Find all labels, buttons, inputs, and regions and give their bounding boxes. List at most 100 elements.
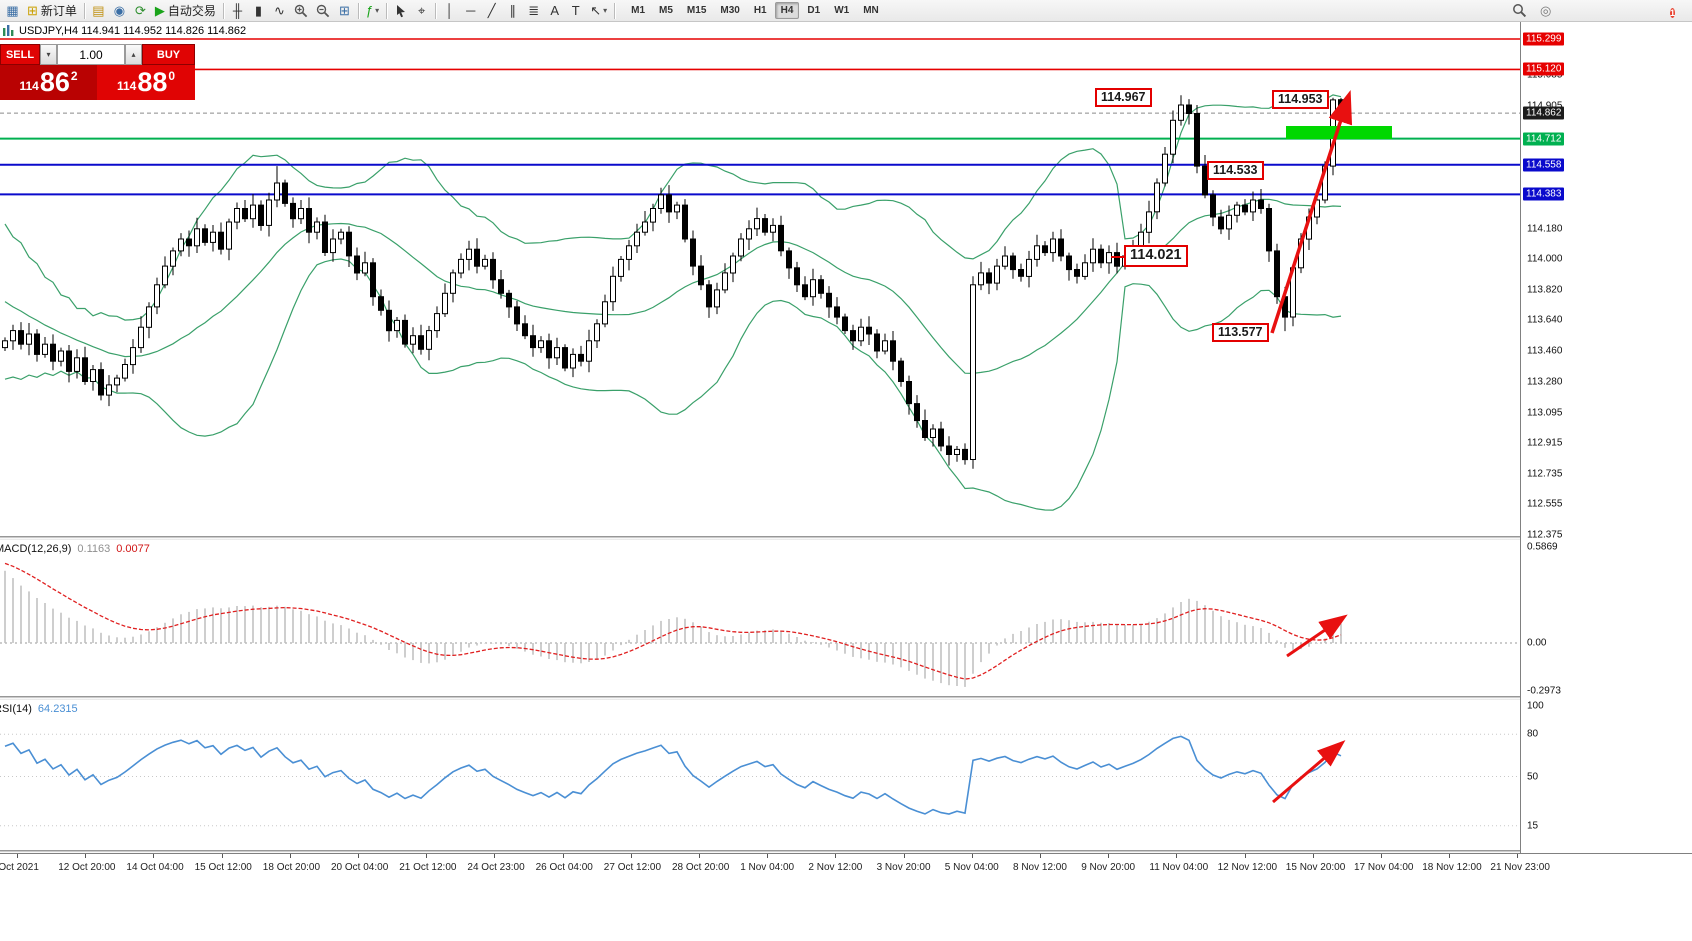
rsi-value: 64.2315 — [37, 703, 78, 715]
panel-separator[interactable] — [0, 536, 1692, 540]
tile-windows-icon[interactable]: ⊞ — [334, 1, 355, 20]
time-label: 24 Oct 23:00 — [467, 862, 525, 873]
trendline-icon: ╱ — [487, 3, 496, 18]
timeframe-H4[interactable]: H4 — [774, 2, 800, 19]
crosshair-icon[interactable]: ⌖ — [411, 1, 432, 20]
macd-indicator-label: MACD(12,26,9) 0.1163 0.0077 — [0, 543, 150, 555]
template-icon[interactable]: ▤ — [88, 1, 109, 20]
arrow-tool-icon: ↖ — [590, 3, 602, 18]
candlestick-chart-type-icon: ▮ — [254, 3, 263, 18]
time-tick — [1244, 854, 1246, 858]
time-label: 21 Nov 23:00 — [1490, 862, 1550, 873]
time-tick — [562, 854, 564, 858]
bottom-margin — [0, 877, 1692, 941]
bars-chart-type-icon[interactable]: ╫ — [227, 1, 248, 20]
vertical-line-icon[interactable]: │ — [439, 1, 460, 20]
notification-count: 1 — [1670, 8, 1676, 18]
timeframe-M30[interactable]: M30 — [720, 5, 740, 16]
chart-window-icon — [3, 25, 14, 36]
auto-trading-button[interactable]: ▶ 自动交易 — [151, 1, 220, 20]
channel-icon[interactable]: ∥ — [502, 1, 523, 20]
time-label: 3 Nov 20:00 — [876, 862, 931, 873]
horizontal-level-lines[interactable] — [0, 38, 1520, 196]
timeframe-M15[interactable]: M15 — [686, 5, 707, 16]
sell-button[interactable]: SELL — [0, 44, 40, 65]
trend-arrow[interactable] — [1270, 90, 1353, 334]
auto-trading-button-label: 自动交易 — [167, 4, 216, 18]
text-label-icon: T — [571, 3, 580, 18]
notifications-badge[interactable]: 1 — [1670, 3, 1676, 21]
candlestick-chart-type-icon[interactable]: ▮ — [248, 1, 269, 20]
price-tick: 112.735 — [1527, 468, 1563, 480]
rsi-scale-tick: 80 — [1527, 728, 1539, 740]
trend-arrow[interactable] — [1272, 740, 1346, 804]
line-chart-type-icon[interactable]: ∿ — [269, 1, 290, 20]
time-label: 5 Nov 04:00 — [944, 862, 999, 873]
community-icon[interactable]: ◎ — [1540, 3, 1552, 18]
channel-icon: ∥ — [509, 3, 516, 18]
sell-price-display[interactable]: 114 86 2 — [0, 65, 97, 100]
price-tick: 113.640 — [1527, 314, 1563, 326]
arrow-tool-icon[interactable]: ↖ ▾ — [586, 1, 611, 20]
text-label-icon[interactable]: T — [565, 1, 586, 20]
price-tick: 114.905 — [1527, 100, 1562, 111]
time-label: 20 Oct 04:00 — [331, 862, 389, 873]
dropdown-arrow-icon: ▾ — [603, 6, 608, 15]
refresh-icon: ⟳ — [134, 3, 146, 18]
zoom-in-icon[interactable] — [290, 1, 312, 20]
rsi-scale-tick: 100 — [1527, 700, 1544, 712]
buy-price-main: 88 — [137, 67, 168, 97]
text-icon[interactable]: A — [544, 1, 565, 20]
price-annotation[interactable]: 114.021 — [1111, 245, 1188, 267]
new-chart-icon[interactable]: ▦ — [2, 1, 23, 20]
price-annotation[interactable]: 114.967 — [1095, 88, 1152, 107]
zoom-out-icon[interactable] — [312, 1, 334, 20]
price-annotation[interactable]: 114.533 — [1207, 161, 1264, 180]
new-order-button[interactable]: ⊞ 新订单 — [23, 1, 81, 20]
trend-arrow[interactable] — [1286, 614, 1348, 658]
time-tick — [85, 854, 87, 858]
price-annotation[interactable]: 114.953 — [1272, 90, 1329, 109]
time-tick — [903, 854, 905, 858]
panel-separator[interactable] — [0, 696, 1692, 700]
price-scale[interactable]: 115.085114.905114.180114.000113.820113.6… — [1520, 22, 1692, 853]
timeframe-D1[interactable]: D1 — [807, 5, 821, 16]
timeframe-MN[interactable]: MN — [863, 5, 879, 16]
price-annotation[interactable]: 113.577 — [1212, 323, 1269, 342]
rsi-panel[interactable] — [0, 700, 1520, 850]
panel-separator[interactable] — [0, 850, 1692, 854]
indicators-icon[interactable]: ƒ ▾ — [362, 1, 383, 20]
time-label: 26 Oct 04:00 — [535, 862, 593, 873]
price-tick: 112.915 — [1527, 437, 1563, 449]
tile-windows-icon: ⊞ — [338, 3, 350, 18]
toolbar-separator — [435, 2, 437, 19]
timeframe-W1[interactable]: W1 — [834, 5, 850, 16]
main-chart-svg[interactable] — [0, 38, 1520, 538]
timeframe-M5[interactable]: M5 — [659, 5, 673, 16]
fibonacci-icon[interactable]: ≣ — [523, 1, 544, 20]
one-click-trading-panel: SELL ▾ ▴ BUY 114 86 2 114 88 0 — [0, 44, 195, 100]
volume-decrease-button[interactable]: ▾ — [40, 44, 57, 65]
volume-increase-button[interactable]: ▴ — [125, 44, 142, 65]
highlight-box[interactable] — [1286, 126, 1392, 139]
buy-button[interactable]: BUY — [142, 44, 195, 65]
time-tick — [1108, 854, 1110, 858]
macd-panel[interactable] — [0, 540, 1520, 696]
horizontal-line-icon[interactable]: ─ — [460, 1, 481, 20]
indicators-icon: ƒ — [365, 3, 374, 18]
volume-input[interactable] — [57, 44, 125, 65]
buy-price-display[interactable]: 114 88 0 — [97, 65, 195, 100]
time-tick — [494, 854, 496, 858]
profiles-icon[interactable]: ◉ — [109, 1, 130, 20]
candles — [2, 95, 1344, 469]
trendline-icon[interactable]: ╱ — [481, 1, 502, 20]
buy-price-prefix: 114 — [116, 79, 137, 93]
timeframe-M1[interactable]: M1 — [631, 5, 646, 16]
search-icon[interactable] — [1512, 3, 1527, 18]
timeframe-H1[interactable]: H1 — [753, 5, 767, 16]
time-tick — [1312, 854, 1314, 858]
refresh-icon[interactable]: ⟳ — [130, 1, 151, 20]
time-axis[interactable]: 8 Oct 2021 12 Oct 20:00 14 Oct 04:00 15 Oct… — [0, 853, 1692, 877]
cursor-icon[interactable] — [390, 1, 411, 20]
time-label: 17 Nov 04:00 — [1354, 862, 1414, 873]
